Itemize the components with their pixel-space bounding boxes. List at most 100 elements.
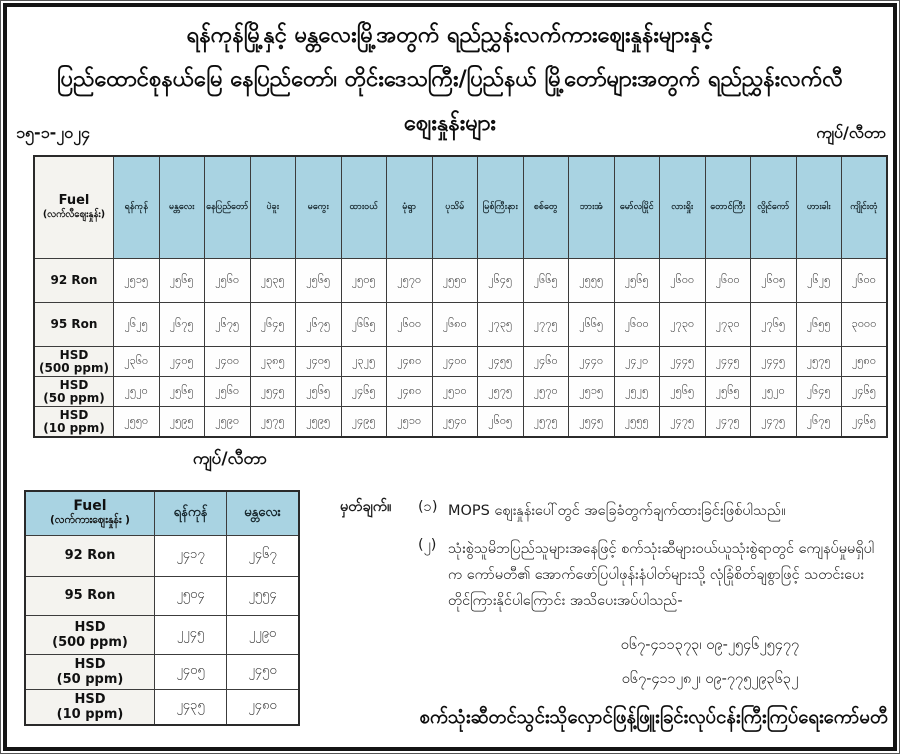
retail-table-header: Fuel (လက်လီဈေးနှုန်း) ရန်ကုန် မန္တလေး နေပြည်… [33,155,888,259]
wholesale-price-cell-r4-c0: ၂၄၃၅ [154,688,227,725]
retail-price-cell-r1-c8: ၂၇၃၅ [477,302,524,347]
fuel-type-label: HSD (50 ppm) [24,653,155,690]
wholesale-price-cell-r4-c1: ၂၄၈၀ [226,688,300,725]
retail-price-cell-r0-c6: ၂၅၇၀ [386,258,433,303]
retail-price-cell-r4-c4: ၂၅၉၅ [295,406,342,438]
retail-price-cell-r2-c15: ၂၅၇၅ [795,346,842,377]
retail-city-header-5: ထားဝယ် [340,155,387,259]
retail-price-cell-r4-c16: ၂၄၆၅ [841,406,888,438]
complaint-phone-numbers: ၀၆၇-၄၁၁၃၇၃၊ ၀၉-၂၅၄၆၂၅၄၇၇ ၀၆၇-၄၁၁၂၈၂၊ ၀၉-… [560,628,860,696]
fuel-type-label: 92 Ron [33,258,114,303]
fuel-type-label: HSD (500 ppm) [24,614,155,655]
retail-price-cell-r0-c9: ၂၆၆၅ [522,258,569,303]
retail-price-cell-r4-c13: ၂၄၇၅ [704,406,751,438]
retail-price-cell-r1-c14: ၂၇၆၅ [750,302,797,347]
retail-price-cell-r3-c13: ၂၅၆၅ [704,376,751,407]
retail-price-cell-r3-c8: ၂၅၇၅ [477,376,524,407]
retail-price-cell-r1-c13: ၂၇၃၀ [704,302,751,347]
retail-price-cell-r3-c14: ၂၅၂၀ [750,376,797,407]
wholesale-city-header-0: ရန်ကုန် [154,490,227,536]
note-item-1: မှတ်ချက်။ (၁) MOPS ဈေးနှုန်းပေါ်တွင် အခြ… [340,498,888,524]
retail-price-cell-r2-c11: ၂၄၂၀ [613,346,660,377]
retail-price-cell-r4-c9: ၂၅၇၅ [522,406,569,438]
retail-price-cell-r2-c1: ၂၄၀၅ [158,346,205,377]
document-title: ရန်ကုန်မြို့နှင့် မန္တလေးမြို့အတွက် ရည်ည… [30,14,870,146]
retail-price-cell-r3-c1: ၂၅၆၅ [158,376,205,407]
wholesale-price-table: Fuel (လက်ကားဈေးနှုန်း ) ရန်ကုန် မန္တလေး 92 … [24,490,300,726]
retail-price-cell-r4-c2: ၂၅၉၀ [204,406,251,438]
retail-price-cell-r3-c16: ၂၄၆၅ [841,376,888,407]
fuel-type-label: HSD (10 ppm) [24,688,155,725]
retail-price-cell-r4-c11: ၂၅၅၅ [613,406,660,438]
note-item-2: (၂) သုံးစွဲသူမိဘပြည်သူများအနေဖြင့် စက်သု… [340,536,888,614]
retail-city-header-3: ပဲခူး [249,155,296,259]
retail-row-hsd-50ppm: HSD (50 ppm) ၂၅၂၀ ၂၅၆၅ ၂၅၆၀ ၂၅၄၅ ၂၅၆၅ ၂၄၆၅ ၂၄၈၀၂… [33,376,888,407]
retail-price-cell-r2-c16: ၂၅၈၀ [841,346,888,377]
retail-city-header-10: ဘားအံ [568,155,615,259]
retail-header-row: Fuel (လက်လီဈေးနှုန်း) ရန်ကုန် မန္တလေး နေပြည်… [33,155,888,259]
retail-price-cell-r3-c15: ၂၆၄၅ [795,376,842,407]
title-line-1: ရန်ကုန်မြို့နှင့် မန္တလေးမြို့အတွက် ရည်ည… [186,23,714,48]
note-2-number: (၂) [418,537,437,553]
retail-city-header-13: တောင်ကြီး [704,155,751,259]
fuel-type-label: 95 Ron [33,302,114,347]
retail-price-cell-r2-c6: ၂၄၈၀ [386,346,433,377]
meta-row: ၁၅-၁-၂၀၂၄ ကျပ်/လီတာ [16,122,886,146]
retail-city-header-11: မော်လမြိုင် [613,155,660,259]
retail-price-cell-r0-c14: ၂၆၀၅ [750,258,797,303]
wholesale-row-3: HSD (50 ppm) ၂၄၀၅ ၂၄၅၀ [24,653,300,690]
price-date: ၁၅-၁-၂၀၂၄ [16,123,90,142]
retail-price-cell-r0-c0: ၂၅၁၅ [113,258,160,303]
fuel-type-label: HSD (50 ppm) [33,376,114,407]
retail-table-body: 92 Ron ၂၅၁၅ ၂၅၆၅ ၂၅၆၀ ၂၅၃၅ ၂၅၆၅ ၂၅၀၅ ၂၅၇၀ ၂၅၅၀ ၂၆… [33,258,888,438]
retail-price-cell-r1-c2: ၂၆၇၅ [204,302,251,347]
retail-city-header-7: ပုသိမ် [431,155,478,259]
wholesale-table-body: 92 Ron ၂၄၁၇ ၂၄၆၇ 95 Ron ၂၅၀၄ ၂၅၅၄ HSD (500 ppm)… [24,534,300,725]
retail-price-cell-r4-c8: ၂၆၀၅ [477,406,524,438]
retail-price-cell-r3-c2: ၂၅၆၀ [204,376,251,407]
retail-price-cell-r0-c4: ၂၅၆၅ [295,258,342,303]
retail-fuel-column-header: Fuel (လက်လီဈေးနှုန်း) [33,155,114,259]
retail-price-cell-r4-c15: ၂၆၇၅ [795,406,842,438]
retail-price-cell-r1-c12: ၂၇၃၀ [659,302,706,347]
wholesale-price-cell-r0-c0: ၂၄၁၇ [154,534,227,577]
retail-price-cell-r3-c5: ၂၄၆၅ [340,376,387,407]
wholesale-table-header: Fuel (လက်ကားဈေးနှုန်း ) ရန်ကုန် မန္တလေး [24,490,300,536]
retail-city-header-16: ကျိုင်းတုံ [841,155,888,259]
retail-city-header-8: မြစ်ကြီးနား [477,155,524,259]
retail-price-cell-r3-c9: ၂၅၇၀ [522,376,569,407]
committee-signature: စက်သုံးဆီတင်သွင်းသိုလှောင်ဖြန့်ဖြူးခြင်း… [419,707,888,728]
retail-city-header-12: လားရှိုး [659,155,706,259]
retail-price-cell-r3-c12: ၂၅၆၅ [659,376,706,407]
retail-city-header-14: လွိုင်ကော် [750,155,797,259]
note-2-text: သုံးစွဲသူမိဘပြည်သူများအနေဖြင့် စက်သုံးဆီ… [448,541,875,609]
retail-price-table-container: Fuel (လက်လီဈေးနှုန်း) ရန်ကုန် မန္တလေး နေပြည်… [33,155,888,438]
retail-price-cell-r4-c7: ၂၅၄၀ [431,406,478,438]
retail-city-header-4: မကွေး [295,155,342,259]
notes-section: မှတ်ချက်။ (၁) MOPS ဈေးနှုန်းပေါ်တွင် အခြ… [340,498,888,626]
retail-price-cell-r2-c13: ၂၄၄၅ [704,346,751,377]
retail-price-cell-r0-c3: ၂၅၃၅ [249,258,296,303]
retail-price-cell-r2-c14: ၂၄၄၅ [750,346,797,377]
retail-price-cell-r2-c10: ၂၄၄၀ [568,346,615,377]
unit-label-kyat-per-liter-2: ကျပ်/လီတာ [192,449,268,469]
retail-price-cell-r1-c11: ၂၆၀၀ [613,302,660,347]
phone-line-1: ၀၆၇-၄၁၁၃၇၃၊ ၀၉-၂၅၄၆၂၅၄၇၇ [620,637,800,653]
retail-price-cell-r2-c0: ၂၃၆၀ [113,346,160,377]
retail-price-cell-r2-c9: ၂၄၆၀ [522,346,569,377]
retail-price-cell-r0-c5: ၂၅၀၅ [340,258,387,303]
retail-price-cell-r2-c7: ၂၄၀၀ [431,346,478,377]
retail-price-cell-r0-c2: ၂၅၆၀ [204,258,251,303]
retail-price-cell-r3-c4: ၂၅၆၅ [295,376,342,407]
retail-price-cell-r0-c16: ၂၆၀၀ [841,258,888,303]
wholesale-row-1: 95 Ron ၂၅၀၄ ၂၅၅၄ [24,575,300,616]
wholesale-row-2: HSD (500 ppm) ၂၂၄၅ ၂၂၉၀ [24,614,300,655]
retail-price-cell-r2-c5: ၂၃၂၅ [340,346,387,377]
retail-price-cell-r4-c0: ၂၅၅၀ [113,406,160,438]
wholesale-fuel-column-header: Fuel (လက်ကားဈေးနှုန်း ) [24,490,155,536]
retail-row-95-ron: 95 Ron ၂၆၂၅ ၂၆၇၅ ၂၆၇၅ ၂၆၄၅ ၂၆၇၅ ၂၆၆၅ ၂၆၀၀ ၂၆၈၀ ၂၇… [33,302,888,347]
wholesale-city-header-1: မန္တလေး [226,490,300,536]
retail-price-cell-r4-c6: ၂၅၁၀ [386,406,433,438]
retail-price-cell-r4-c14: ၂၄၇၅ [750,406,797,438]
